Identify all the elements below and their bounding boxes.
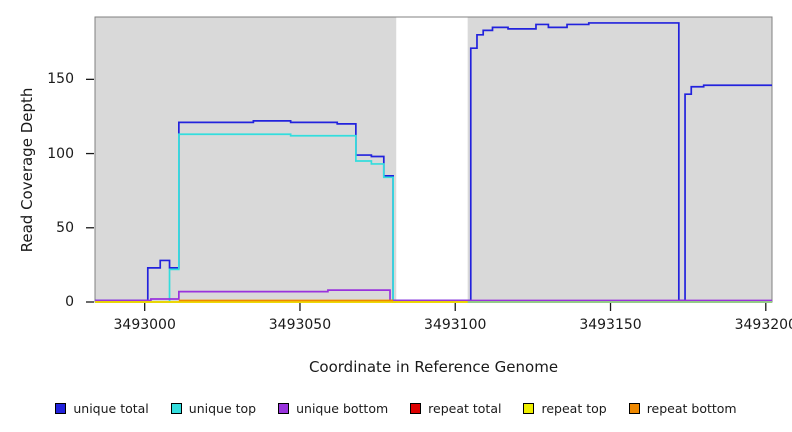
x-tick-label: 3493100 bbox=[424, 317, 487, 333]
legend-swatch-icon bbox=[55, 402, 67, 414]
legend-item-repeat-top: repeat top bbox=[523, 400, 607, 416]
x-tick-label: 3493150 bbox=[579, 317, 642, 333]
legend-item-repeat-bottom: repeat bottom bbox=[628, 400, 737, 416]
legend-item-label: unique top bbox=[188, 400, 257, 416]
x-tick-label: 3493200 bbox=[734, 317, 792, 333]
legend-swatch-icon bbox=[523, 402, 535, 414]
y-tick-label: 100 bbox=[47, 145, 74, 162]
series-line-unique-top bbox=[95, 133, 397, 303]
series-line-unique-total bbox=[95, 22, 772, 302]
legend-item-repeat-total: repeat total bbox=[410, 401, 501, 416]
x-axis-title: Coordinate in Reference Genome bbox=[308, 358, 559, 376]
y-tick-label: 0 bbox=[65, 294, 74, 310]
legend-swatch-icon bbox=[170, 402, 182, 414]
x-tick-label: 3493050 bbox=[268, 317, 332, 333]
legend-item-label: repeat top bbox=[541, 400, 607, 416]
chart-legend: unique total unique top unique bottom repea… bbox=[0, 398, 792, 418]
y-tick-label: 150 bbox=[47, 71, 74, 88]
coverage-gap-region bbox=[396, 17, 468, 302]
legend-swatch-icon bbox=[628, 402, 640, 414]
legend-item-unique-bottom: unique bottom bbox=[278, 401, 388, 416]
legend-item-label: unique total bbox=[73, 400, 149, 416]
y-tick-label: 50 bbox=[56, 219, 74, 236]
x-tick-label: 3493000 bbox=[113, 317, 176, 333]
legend-swatch-icon bbox=[278, 402, 290, 414]
series-line-unique-bottom bbox=[95, 289, 772, 302]
legend-item-label: repeat total bbox=[428, 400, 502, 416]
legend-swatch-icon bbox=[410, 402, 422, 414]
legend-item-unique-total: unique total bbox=[55, 400, 149, 416]
legend-item-label: unique bottom bbox=[296, 400, 389, 416]
legend-item-unique-top: unique top bbox=[170, 400, 257, 416]
legend-item-label: repeat bottom bbox=[646, 400, 737, 416]
